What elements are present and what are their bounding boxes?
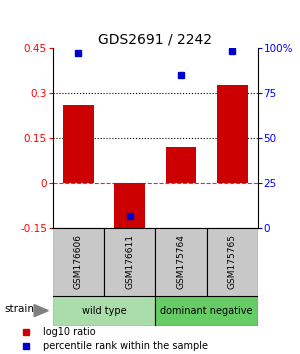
Bar	[63, 105, 94, 183]
Bar	[207, 228, 258, 296]
Title: GDS2691 / 2242: GDS2691 / 2242	[98, 33, 212, 47]
Bar	[217, 85, 248, 183]
Text: GSM175765: GSM175765	[228, 234, 237, 290]
Text: percentile rank within the sample: percentile rank within the sample	[44, 341, 208, 351]
Text: strain: strain	[4, 304, 34, 314]
Bar	[104, 228, 155, 296]
Bar	[114, 183, 145, 234]
Text: GSM175764: GSM175764	[176, 234, 185, 290]
Text: dominant negative: dominant negative	[160, 306, 253, 316]
Text: log10 ratio: log10 ratio	[44, 327, 96, 337]
Bar	[52, 228, 104, 296]
Polygon shape	[34, 304, 48, 316]
Bar	[166, 147, 197, 183]
Text: wild type: wild type	[82, 306, 126, 316]
Bar	[155, 296, 258, 326]
Text: GSM176611: GSM176611	[125, 234, 134, 290]
Bar	[155, 228, 207, 296]
Text: GSM176606: GSM176606	[74, 234, 83, 290]
Bar	[52, 296, 155, 326]
